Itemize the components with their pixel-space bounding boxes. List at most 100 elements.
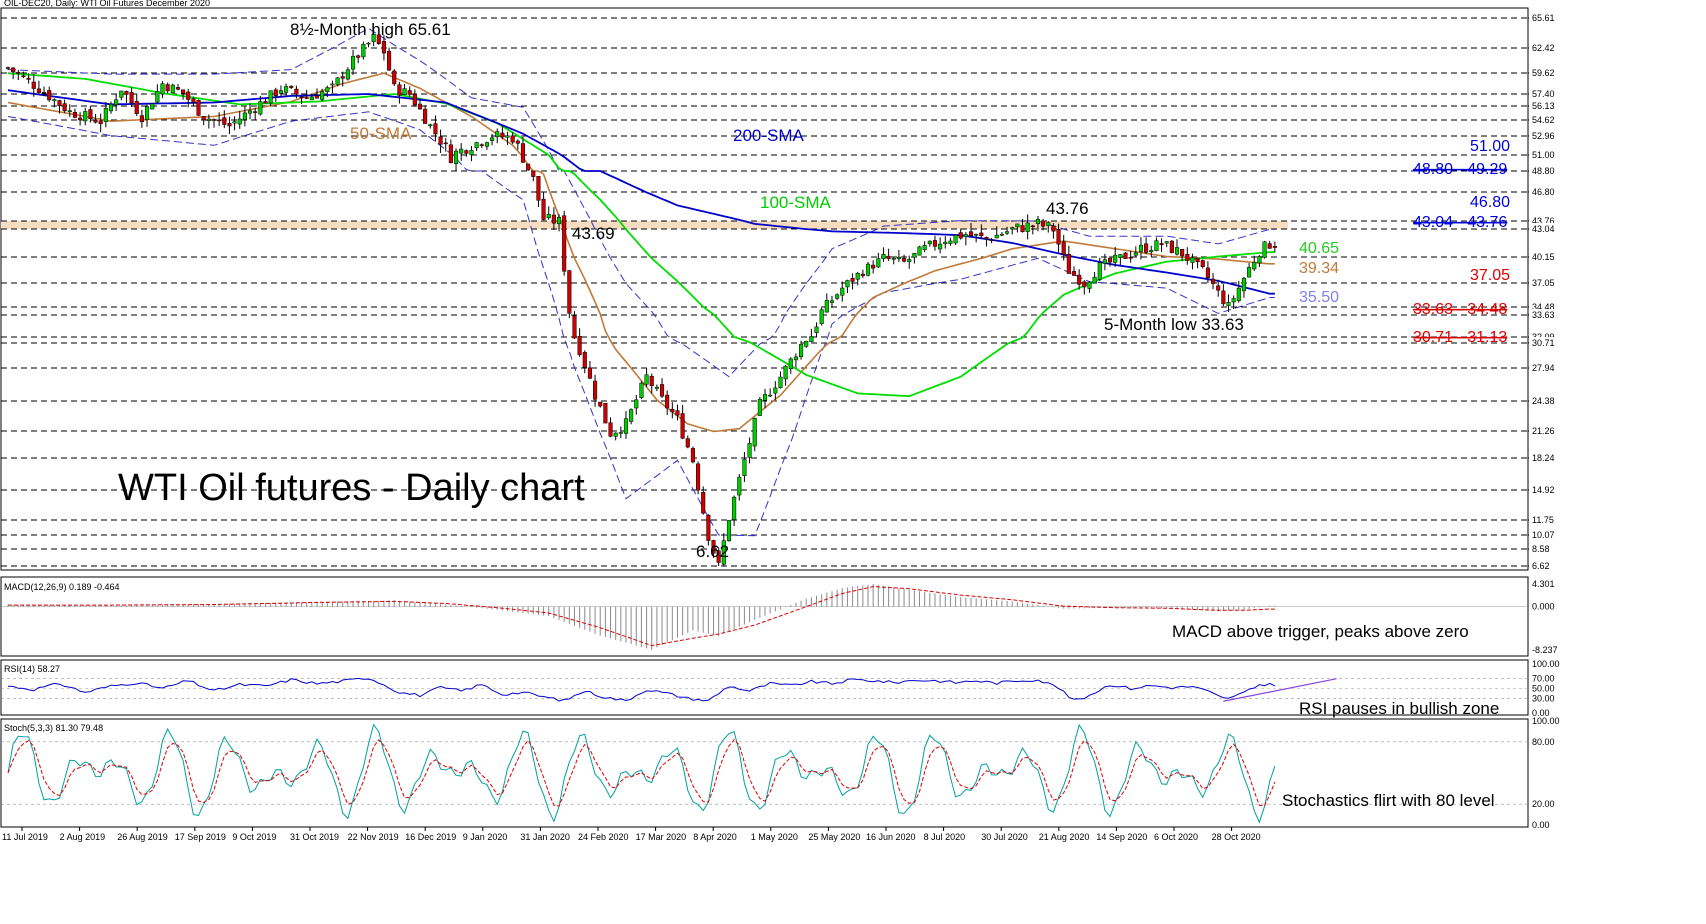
date-label: 31 Jan 2020 — [520, 832, 570, 842]
candle — [1257, 255, 1262, 267]
candle-body — [1108, 257, 1113, 263]
candle — [613, 432, 618, 441]
candle — [242, 106, 247, 127]
candle-body — [654, 386, 659, 389]
candle-body — [907, 259, 912, 262]
candle — [927, 240, 932, 247]
candle-body — [1195, 257, 1200, 263]
candle — [350, 49, 356, 75]
candle-body — [1015, 223, 1020, 228]
candle-body — [78, 117, 83, 121]
candle — [1077, 269, 1082, 290]
candle — [1272, 241, 1277, 253]
candle — [598, 401, 603, 408]
candle — [659, 378, 665, 398]
candle-body — [1020, 225, 1025, 232]
candle — [881, 247, 886, 262]
candle-body — [361, 44, 366, 58]
candle — [170, 83, 175, 94]
candle-body — [603, 402, 608, 424]
candle-body — [799, 344, 804, 358]
candle-body — [402, 88, 407, 95]
price-tick-label: 43.04 — [1532, 224, 1555, 234]
candle — [819, 307, 824, 326]
price-tick-label: 48.80 — [1532, 166, 1555, 176]
candle — [330, 80, 335, 94]
candle — [438, 129, 443, 154]
candle — [752, 417, 757, 452]
candle-body — [1226, 301, 1231, 306]
candle — [1211, 273, 1216, 290]
price-tick-bg — [1529, 514, 1557, 526]
price-tick-bg — [1529, 67, 1557, 79]
candle-body — [160, 83, 165, 95]
price-tick-label: 11.75 — [1532, 515, 1554, 525]
price-tick-bg — [1529, 88, 1557, 100]
candle-body — [387, 50, 392, 71]
candle-body — [824, 300, 829, 313]
candle-body — [1154, 240, 1159, 251]
candle-body — [1061, 241, 1066, 255]
candle-body — [536, 176, 541, 201]
date-axis: 11 Jul 2019 2 Aug 2019 26 Aug 2019 17 Sep 2… — [2, 827, 1261, 842]
candle — [1144, 237, 1149, 255]
candle-body — [922, 245, 927, 250]
candle — [428, 123, 433, 129]
candle-body — [598, 401, 603, 407]
candle — [639, 381, 644, 400]
date-label: 1 May 2020 — [751, 832, 798, 842]
rsi-tick-label: 50.00 — [1532, 684, 1555, 694]
candle-body — [1113, 254, 1118, 263]
candle-body — [438, 136, 443, 145]
candle-body — [397, 84, 402, 96]
level-label: 33.63 - 34.48 — [1413, 301, 1507, 318]
candle — [325, 85, 330, 98]
stoch-d-line — [7, 738, 1276, 807]
candle-body — [932, 240, 938, 247]
candle — [1113, 246, 1118, 267]
candle — [258, 95, 263, 116]
candle-body — [1267, 243, 1272, 249]
candle-body — [340, 76, 345, 79]
candle-body — [541, 198, 546, 220]
price-tick-bg — [1529, 337, 1557, 349]
price-tick-label: 62.42 — [1532, 43, 1555, 53]
candle — [587, 360, 592, 380]
price-tick-label: 37.05 — [1532, 278, 1555, 288]
candle-body — [129, 92, 134, 104]
candle — [968, 222, 974, 237]
candle-body — [1133, 252, 1138, 256]
rsi-line — [7, 677, 1276, 702]
candle — [948, 237, 953, 246]
candle — [783, 364, 788, 386]
candle-body — [510, 135, 515, 143]
candle-body — [670, 408, 675, 413]
candle-body — [1030, 225, 1035, 228]
candle — [83, 107, 88, 126]
candle — [108, 101, 114, 114]
candle — [788, 357, 793, 374]
candle — [1061, 234, 1066, 261]
candle — [979, 224, 984, 239]
candle-body — [206, 118, 211, 121]
candle — [757, 397, 762, 417]
candle — [500, 126, 505, 140]
candle-body — [896, 256, 901, 260]
price-tick-bg — [1529, 395, 1557, 407]
candlestick-series — [5, 29, 1277, 566]
date-label: 22 Nov 2019 — [348, 832, 399, 842]
candle — [304, 89, 309, 100]
candle — [623, 411, 629, 439]
candle — [1174, 239, 1180, 256]
candle — [67, 104, 72, 117]
candle-body — [289, 85, 294, 88]
candle — [582, 350, 587, 374]
price-tick-bg — [1529, 42, 1557, 54]
price-tick-label: 34.48 — [1532, 302, 1555, 312]
price-tick-label: 52.96 — [1532, 131, 1555, 141]
candle-body — [850, 278, 855, 282]
candle-body — [623, 418, 629, 434]
candle — [1159, 238, 1164, 252]
candle-body — [11, 67, 16, 72]
